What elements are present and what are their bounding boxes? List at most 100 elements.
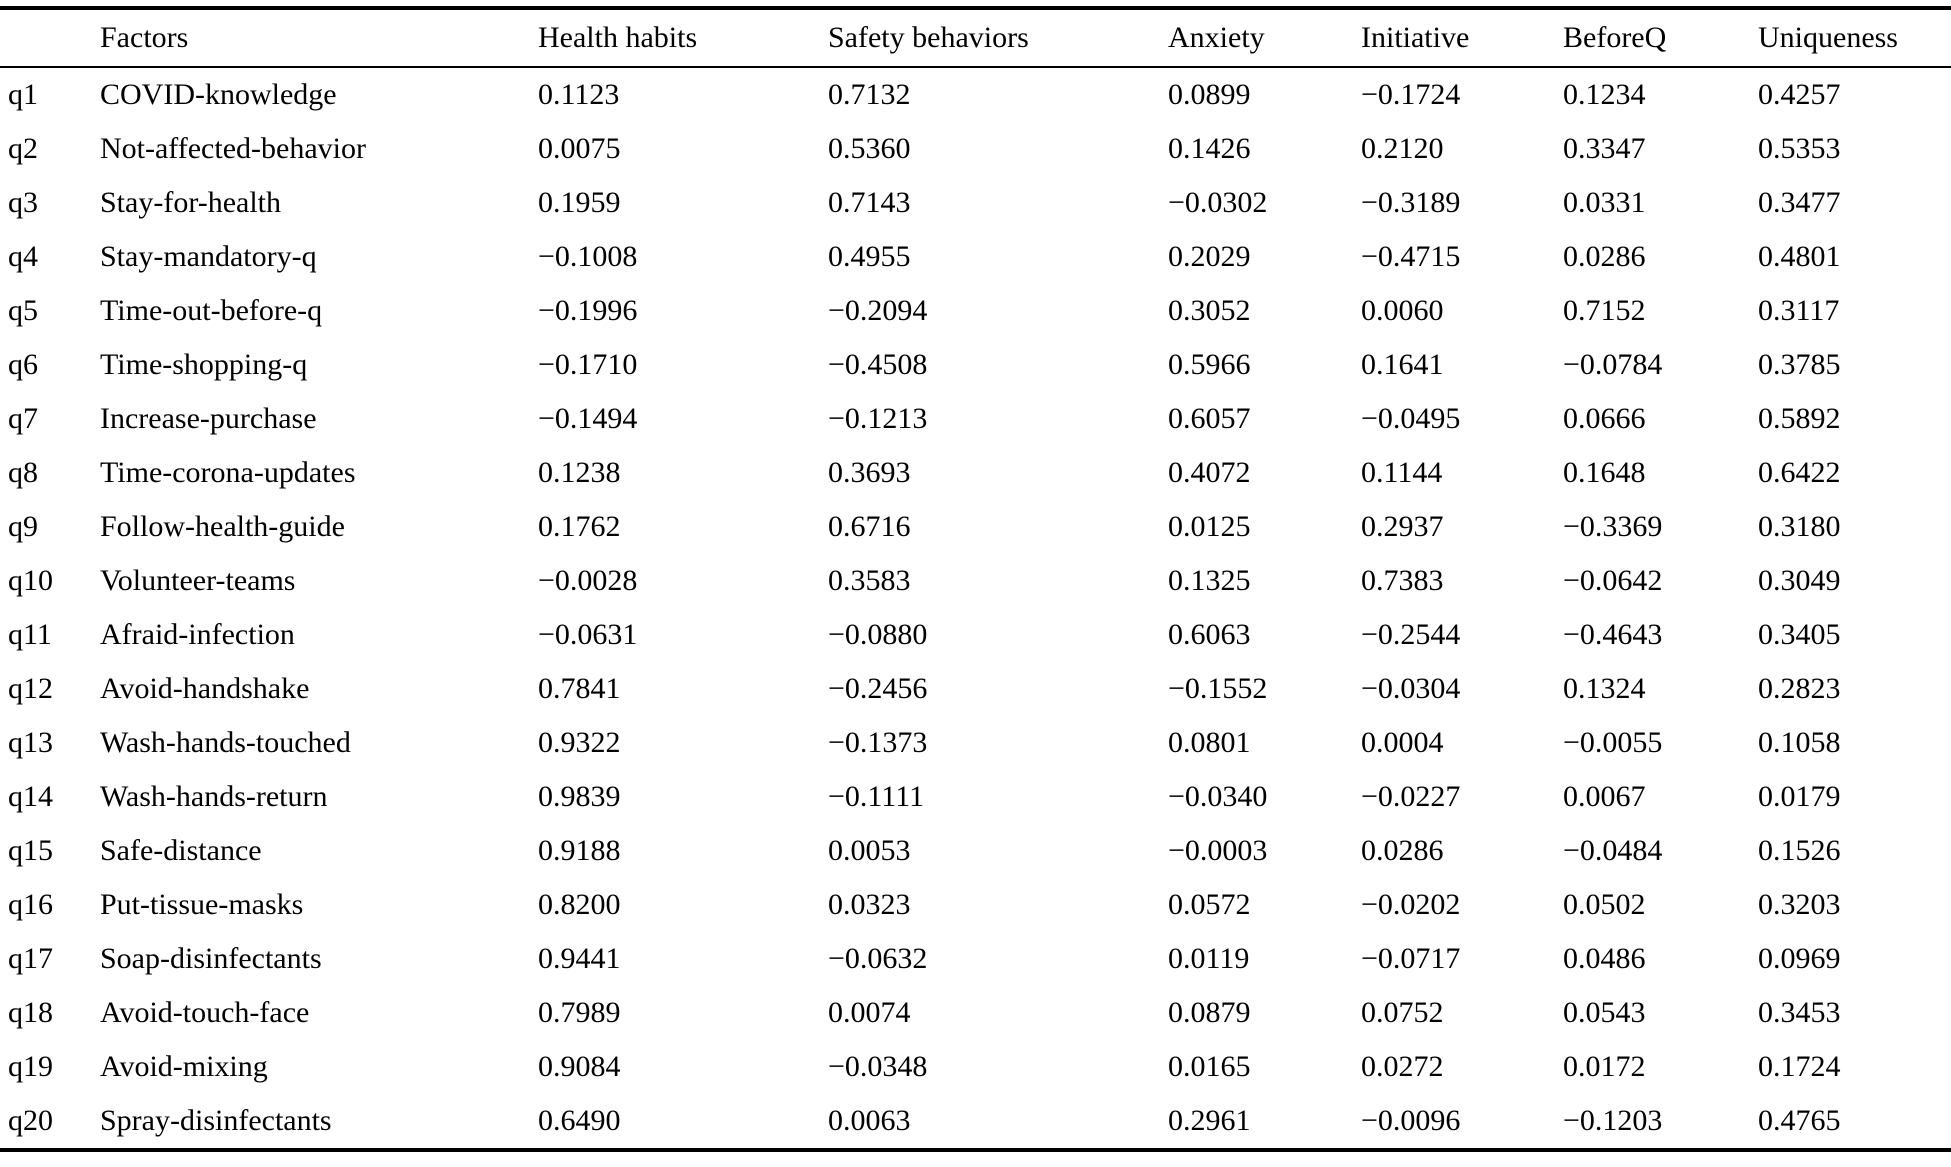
loading-value: −0.0631 [538,618,638,651]
table-row: q8 Time-corona-updates 0.1238 0.3693 0.4072 0… [0,446,1951,500]
loading-value: 0.1526 [1758,834,1841,867]
loading-value: −0.4508 [828,348,928,381]
table-row: q7 Increase-purchase −0.1494 −0.1213 0.6057 −… [0,392,1951,446]
loading-value: 0.4765 [1758,1104,1841,1137]
table-body: q1 COVID-knowledge 0.1123 0.7132 0.0899 −0.17… [0,67,1951,1150]
loading-value: −0.1008 [538,240,638,273]
factor-name: Time-corona-updates [100,456,356,489]
loading-value: 0.0063 [828,1104,911,1137]
factor-loadings-table: Factors Health habits Safety behaviors Anxi… [0,6,1951,1152]
factor-name: Afraid-infection [100,618,295,651]
table-row: q5 Time-out-before-q −0.1996 −0.2094 0.3052 0… [0,284,1951,338]
loading-value: 0.9441 [538,942,621,975]
row-id: q2 [8,132,38,165]
row-id: q9 [8,510,38,543]
factor-name: Increase-purchase [100,402,317,435]
table-row: q19 Avoid-mixing 0.9084 −0.0348 0.0165 0.0272… [0,1040,1951,1094]
loading-value: 0.2937 [1361,510,1444,543]
loading-value: 0.1325 [1168,564,1251,597]
loading-value: −0.0642 [1563,564,1663,597]
factor-name: Avoid-handshake [100,672,310,705]
row-id: q17 [8,942,53,975]
loading-value: 0.7841 [538,672,621,705]
loading-value: 0.1234 [1563,78,1646,111]
table-header: Factors Health habits Safety behaviors Anxi… [0,8,1951,67]
loading-value: 0.0286 [1563,240,1646,273]
loading-value: 0.6490 [538,1104,621,1137]
table-row: q15 Safe-distance 0.9188 0.0053 −0.0003 0.028… [0,824,1951,878]
column-header: Health habits [538,21,698,54]
factor-name: Wash-hands-return [100,780,328,813]
loading-value: 0.9084 [538,1050,621,1083]
row-id: q8 [8,456,38,489]
loading-value: 0.3180 [1758,510,1841,543]
loading-value: −0.2544 [1361,618,1461,651]
loading-value: 0.0752 [1361,996,1444,1029]
loading-value: 0.0879 [1168,996,1251,1029]
loading-value: −0.0055 [1563,726,1663,759]
loading-value: 0.1238 [538,456,621,489]
loading-value: 0.3203 [1758,888,1841,921]
loading-value: 0.2120 [1361,132,1444,165]
loading-value: 0.0004 [1361,726,1444,759]
loading-value: 0.6057 [1168,402,1251,435]
column-header: Safety behaviors [828,21,1029,54]
loading-value: 0.0543 [1563,996,1646,1029]
loading-value: −0.0632 [828,942,928,975]
loading-value: 0.0502 [1563,888,1646,921]
table-row: q17 Soap-disinfectants 0.9441 −0.0632 0.0119… [0,932,1951,986]
loading-value: 0.1123 [538,78,620,111]
table-row: q2 Not-affected-behavior 0.0075 0.5360 0.142… [0,122,1951,176]
loading-value: 0.7132 [828,78,911,111]
loading-value: −0.1494 [538,402,638,435]
row-id: q7 [8,402,38,435]
loading-value: −0.1213 [828,402,928,435]
loading-value: 0.1762 [538,510,621,543]
loading-value: 0.6422 [1758,456,1841,489]
loading-value: 0.0074 [828,996,911,1029]
loading-value: 0.7383 [1361,564,1444,597]
table-header-row: Factors Health habits Safety behaviors Anxi… [0,8,1951,67]
row-id: q14 [8,780,53,813]
loading-value: −0.4715 [1361,240,1461,273]
loading-value: −0.0784 [1563,348,1663,381]
row-id: q12 [8,672,53,705]
row-id: q16 [8,888,53,921]
loading-value: 0.0172 [1563,1050,1646,1083]
loading-value: 0.0075 [538,132,621,165]
loading-value: 0.1324 [1563,672,1646,705]
loading-value: −0.0495 [1361,402,1461,435]
loading-value: −0.3369 [1563,510,1663,543]
factor-name: Safe-distance [100,834,262,867]
factor-name: Time-out-before-q [100,294,323,327]
factor-name: Stay-mandatory-q [100,240,317,273]
row-id: q20 [8,1104,53,1137]
table-row: q12 Avoid-handshake 0.7841 −0.2456 −0.1552 −0… [0,662,1951,716]
loading-value: −0.1724 [1361,78,1461,111]
loading-value: −0.4643 [1563,618,1663,651]
loading-value: 0.1058 [1758,726,1841,759]
row-id: q13 [8,726,53,759]
loading-value: 0.0125 [1168,510,1251,543]
loading-value: 0.5966 [1168,348,1251,381]
loading-value: 0.7989 [538,996,621,1029]
loading-value: 0.3693 [828,456,911,489]
factor-name: COVID-knowledge [100,78,337,111]
loading-value: −0.0028 [538,564,638,597]
factor-name: Put-tissue-masks [100,888,304,921]
factor-name: Not-affected-behavior [100,132,366,165]
loading-value: 0.0067 [1563,780,1646,813]
row-id: q6 [8,348,38,381]
loading-value: 0.3347 [1563,132,1646,165]
loading-value: 0.4072 [1168,456,1251,489]
factor-name: Soap-disinfectants [100,942,322,975]
loading-value: 0.3052 [1168,294,1251,327]
column-header: Factors [100,21,189,54]
loading-value: 0.6063 [1168,618,1251,651]
loading-value: 0.0572 [1168,888,1251,921]
loading-value: 0.3477 [1758,186,1841,219]
row-id: q10 [8,564,53,597]
loading-value: 0.3583 [828,564,911,597]
loading-value: 0.6716 [828,510,911,543]
